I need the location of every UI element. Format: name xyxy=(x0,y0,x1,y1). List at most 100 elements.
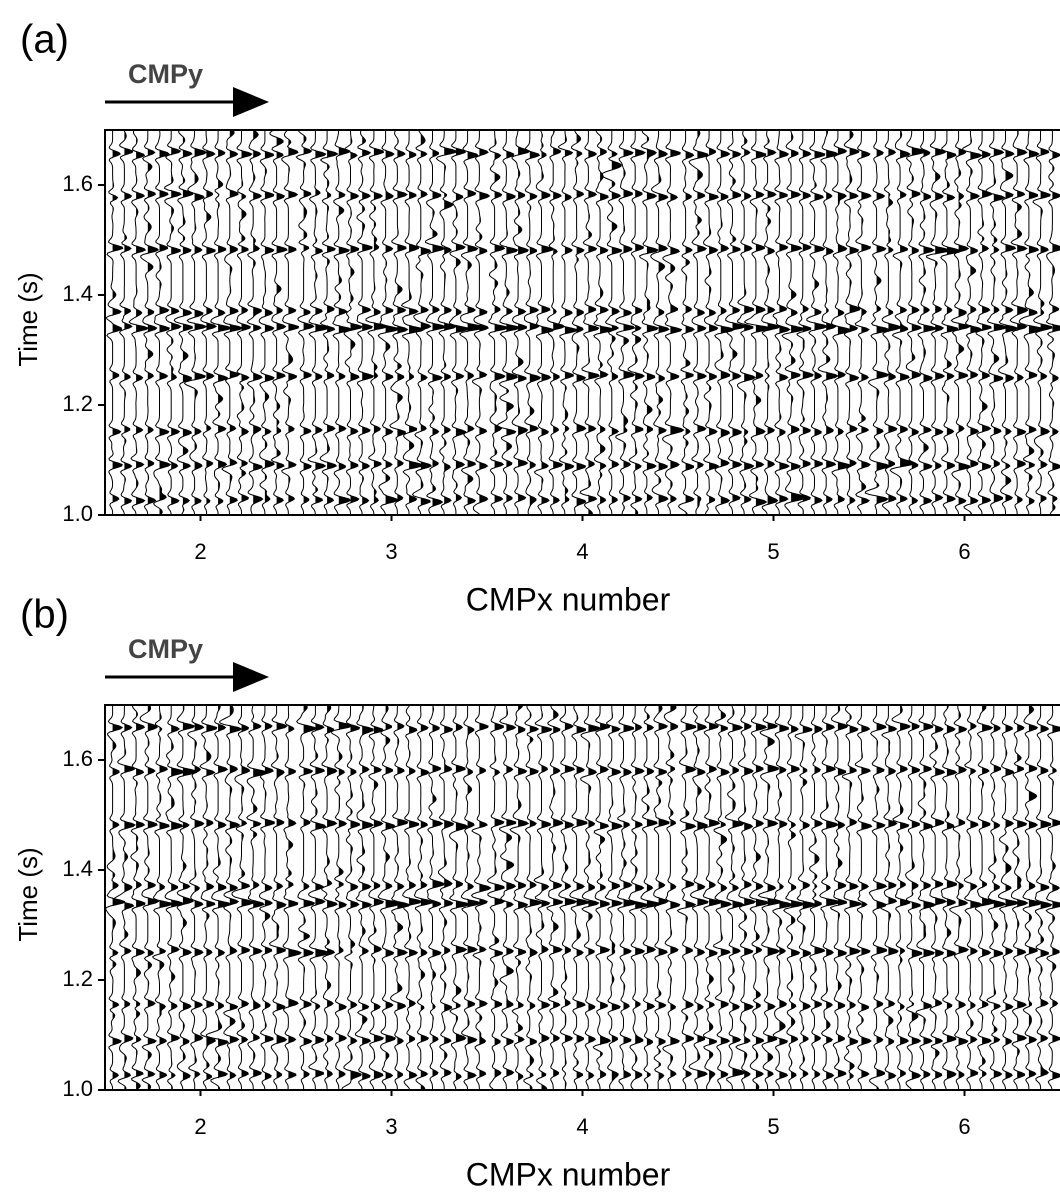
wiggle-trace xyxy=(843,130,862,515)
wiggle-trace xyxy=(817,130,840,515)
wiggle-trace xyxy=(113,705,136,1090)
wiggle-trace xyxy=(662,705,681,1090)
y-tick-label: 1.0 xyxy=(62,501,93,526)
y-axis-label: Time (s) xyxy=(13,272,43,366)
wiggle-fill xyxy=(147,705,159,1090)
y-tick-label: 1.0 xyxy=(62,1076,93,1101)
wiggle-fill xyxy=(518,705,529,1090)
wiggle-trace xyxy=(547,130,566,515)
wiggle-fill xyxy=(112,130,123,515)
wiggle-trace xyxy=(533,130,554,515)
wiggle-trace xyxy=(558,705,578,1090)
wiggle-trace xyxy=(905,705,923,1090)
x-tick-label: 3 xyxy=(385,1114,397,1139)
wiggle-trace xyxy=(435,130,458,515)
wiggle-trace xyxy=(390,705,411,1089)
wiggle-trace xyxy=(354,705,375,1090)
wiggle-fill xyxy=(779,130,790,515)
wiggle-trace xyxy=(808,705,826,1090)
wiggle-trace xyxy=(356,130,375,515)
wiggle-trace xyxy=(796,130,814,515)
wiggle-trace xyxy=(702,705,721,1090)
wiggle-trace xyxy=(343,130,363,515)
wiggle-fill xyxy=(826,705,840,1090)
x-tick-label: 5 xyxy=(767,539,779,564)
x-axis-label: CMPx number xyxy=(466,581,671,617)
wiggle-trace xyxy=(1034,705,1053,1089)
wiggle-trace xyxy=(219,705,243,1090)
wiggle-trace xyxy=(891,705,911,1090)
wiggle-trace xyxy=(411,130,433,515)
wiggle-trace xyxy=(593,130,616,515)
wiggle-trace xyxy=(702,130,720,515)
wiggle-trace xyxy=(854,130,872,515)
wiggles xyxy=(105,705,1060,1090)
wiggle-trace xyxy=(905,130,927,515)
wiggle-trace xyxy=(152,130,172,515)
wiggle-trace xyxy=(772,705,794,1090)
wiggle-fill xyxy=(194,705,204,1090)
wiggle-fill xyxy=(1017,705,1028,1090)
wiggle-trace xyxy=(377,130,400,515)
wiggle-trace xyxy=(268,705,288,1090)
wiggle-trace xyxy=(258,705,275,1090)
wiggle-fill xyxy=(1052,705,1060,1090)
wiggle-trace xyxy=(164,130,182,515)
wiggle-fill xyxy=(506,130,520,515)
wiggle-fill xyxy=(1052,130,1060,515)
x-tick-label: 4 xyxy=(576,539,588,564)
wiggle-trace xyxy=(296,705,317,1089)
y-tick-label: 1.4 xyxy=(62,856,93,881)
y-tick-label: 1.4 xyxy=(62,281,93,306)
wiggle-trace xyxy=(173,130,194,515)
wiggle-trace xyxy=(1045,130,1060,515)
wiggle-fill xyxy=(467,130,485,515)
wiggle-trace xyxy=(487,130,510,514)
wiggle-trace xyxy=(183,130,208,515)
wiggle-trace xyxy=(806,130,829,515)
wiggle-trace xyxy=(881,130,901,515)
wiggle-trace xyxy=(200,130,218,514)
wiggle-fill xyxy=(124,705,135,1090)
wiggle-fill xyxy=(397,130,408,515)
wiggle-trace xyxy=(915,705,937,1090)
wiggle-fill xyxy=(826,130,839,515)
wiggle-trace xyxy=(604,705,624,1090)
x-tick-label: 3 xyxy=(385,539,397,564)
wiggle-trace xyxy=(367,705,385,1090)
wiggle-fill xyxy=(1040,705,1052,1090)
wiggle-trace xyxy=(269,130,288,515)
wiggle-fill xyxy=(946,705,957,1090)
wiggle-trace xyxy=(523,705,543,1090)
wiggle-trace xyxy=(735,705,757,1089)
wiggle-trace xyxy=(448,130,470,514)
wiggle-trace xyxy=(868,705,888,1090)
wiggle-trace xyxy=(458,130,485,515)
wiggle-fill xyxy=(709,130,719,515)
plot-frame xyxy=(104,704,1060,1091)
wiggle-trace xyxy=(437,705,455,1089)
wiggle-trace xyxy=(997,130,1019,514)
wiggle-trace xyxy=(854,705,873,1089)
wiggle-trace xyxy=(236,130,253,514)
wiggle-trace xyxy=(151,705,173,1090)
wiggle-trace xyxy=(640,705,661,1090)
wiggle-trace xyxy=(557,130,578,515)
wiggle-trace xyxy=(509,705,530,1089)
wiggle-trace xyxy=(940,130,961,514)
wiggle-trace xyxy=(210,130,233,515)
wiggle-trace xyxy=(1018,130,1046,515)
wiggle-trace xyxy=(757,705,783,1089)
wiggle-trace xyxy=(783,705,805,1089)
wiggle-trace xyxy=(761,130,781,515)
wiggle-trace xyxy=(949,705,969,1090)
wiggle-fill xyxy=(755,705,769,1090)
wiggle-trace xyxy=(105,705,126,1090)
wiggle-trace xyxy=(319,130,339,515)
wiggle-trace xyxy=(402,705,423,1090)
wiggle-trace xyxy=(917,130,937,515)
wiggle-trace xyxy=(496,130,521,514)
annotation: CMPy xyxy=(128,634,203,664)
wiggle-trace xyxy=(794,705,817,1089)
